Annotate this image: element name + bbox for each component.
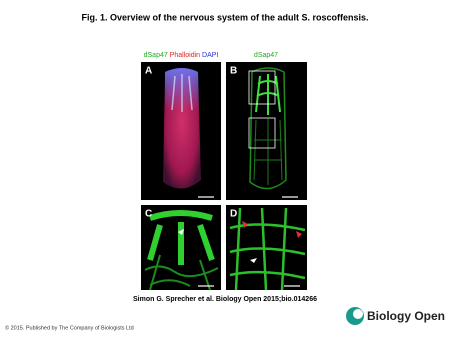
stain: Phalloidin [170,52,200,59]
nerves [255,74,281,115]
stain: dSap47 [144,52,168,59]
stain: DAPI [202,52,218,59]
image-bg [226,62,307,200]
worm-outline [249,67,287,190]
stain-labels: dSap47 Phalloidin DAPI [144,52,219,59]
panel-label: A [145,66,152,77]
logo-text: Biology Open [367,309,445,323]
nerve-net [253,118,283,185]
panel-d: D [226,205,307,291]
panel-label: B [230,66,237,77]
panel-b: B [226,62,307,200]
nerve-cords [171,74,193,112]
panel-label: C [145,209,152,220]
slide-title: Fig. 1. Overview of the nervous system o… [81,12,368,22]
citation: Simon G. Sprecher et al. Biology Open 20… [133,296,317,303]
arrowhead [250,258,257,263]
panel-label: D [230,209,237,220]
logo: Biology Open [346,307,445,325]
inset-box [248,117,276,149]
logo-mark [353,309,363,319]
footer: © 2015. Published by The Company of Biol… [5,324,134,331]
stain: dSap47 [254,52,278,59]
inset-box [248,70,276,105]
panel-a: A [141,62,221,200]
nerve-net [229,207,306,291]
nerve-net [144,254,219,291]
arrowhead [178,229,184,235]
panel-c: C [141,205,221,291]
nerves [147,210,215,265]
